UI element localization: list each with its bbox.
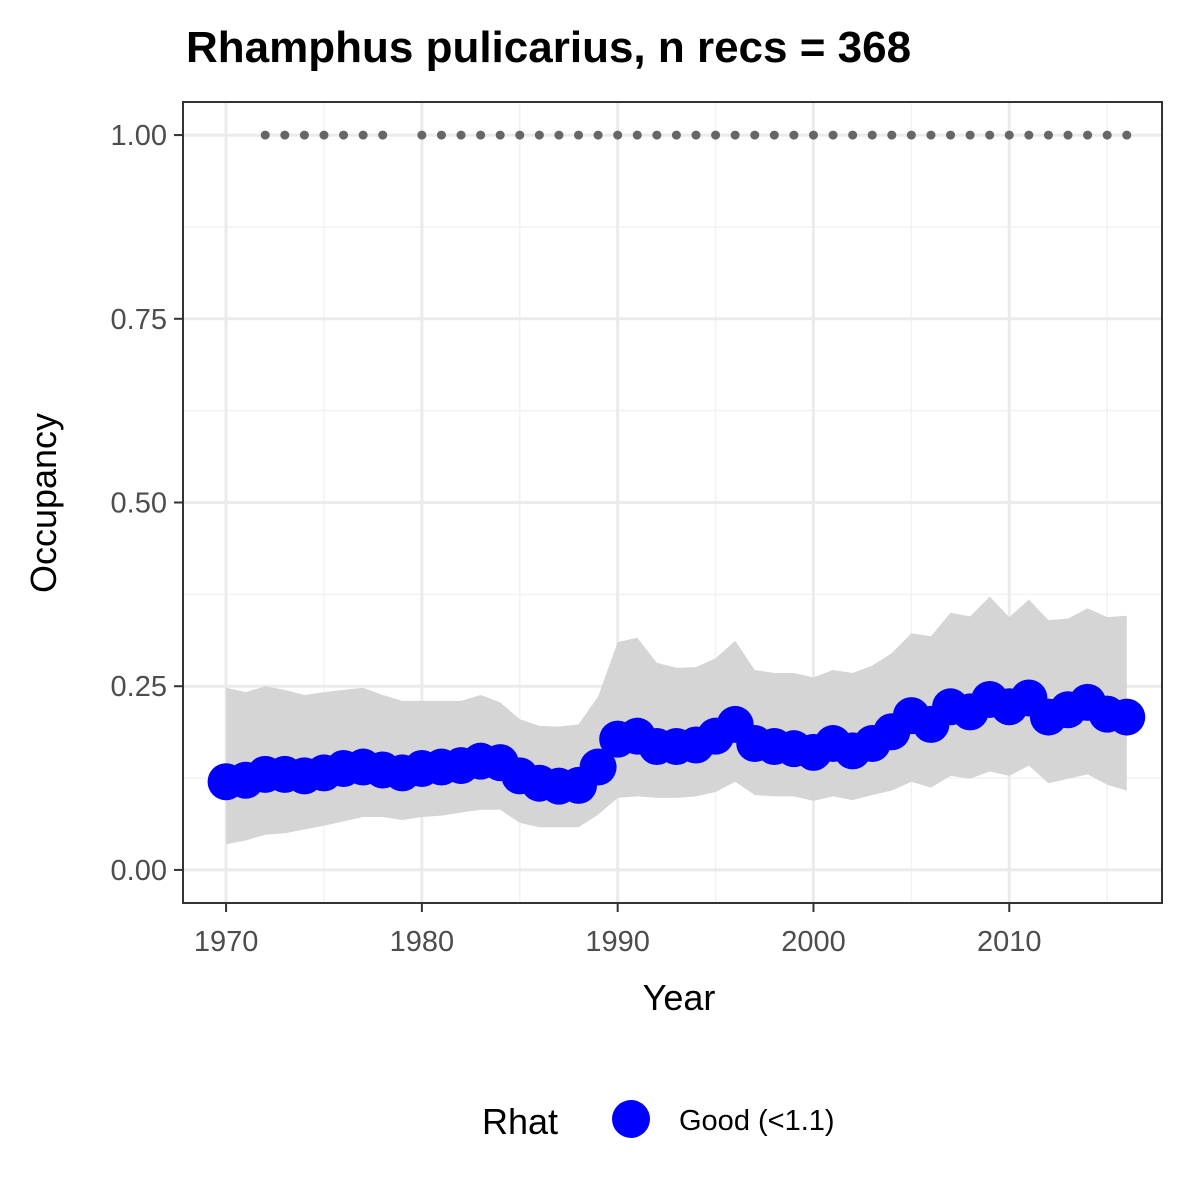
axes: 1970 1980 1990 2000 2010 0.00 0.25 0.50 0.75 1.00 — [111, 120, 1042, 958]
legend: Rhat Good (<1.1) — [482, 1100, 835, 1142]
credible-interval-ribbon-layer — [226, 596, 1127, 845]
record-point — [299, 130, 309, 140]
record-point — [574, 130, 584, 140]
record-point — [534, 130, 544, 140]
record-point — [828, 130, 838, 140]
record-point — [495, 130, 505, 140]
y-axis-title: Occupancy — [23, 413, 64, 593]
record-point — [848, 130, 858, 140]
legend-label-good: Good (<1.1) — [679, 1105, 835, 1137]
record-point — [926, 130, 936, 140]
record-point — [985, 130, 995, 140]
legend-title: Rhat — [482, 1101, 558, 1142]
record-point — [456, 130, 466, 140]
record-point — [319, 130, 329, 140]
record-point — [339, 130, 349, 140]
record-points-layer — [260, 130, 1132, 140]
record-point — [1004, 130, 1014, 140]
record-point — [436, 130, 446, 140]
record-point — [887, 130, 897, 140]
x-tick-label: 1970 — [194, 926, 259, 958]
record-point — [730, 130, 740, 140]
record-point — [652, 130, 662, 140]
record-point — [358, 130, 368, 140]
record-point — [769, 130, 779, 140]
y-tick-label: 0.25 — [111, 671, 167, 703]
record-point — [613, 130, 623, 140]
record-point — [1083, 130, 1093, 140]
record-point — [280, 130, 290, 140]
record-point — [554, 130, 564, 140]
record-point — [671, 130, 681, 140]
occupancy-points-layer — [207, 679, 1146, 805]
y-tick-label: 1.00 — [111, 120, 167, 152]
x-axis-title: Year — [643, 977, 716, 1018]
legend-key-good — [612, 1100, 650, 1138]
record-point — [1043, 130, 1053, 140]
x-tick-label: 2010 — [977, 926, 1042, 958]
x-tick-label: 2000 — [781, 926, 846, 958]
x-tick-label: 1980 — [390, 926, 455, 958]
record-point — [378, 130, 388, 140]
record-point — [417, 130, 427, 140]
record-point — [260, 130, 270, 140]
x-tick-label: 1990 — [585, 926, 650, 958]
record-point — [789, 130, 799, 140]
chart-title: Rhamphus pulicarius, n recs = 368 — [186, 23, 911, 72]
record-point — [946, 130, 956, 140]
occupancy-point — [1108, 698, 1146, 736]
record-point — [965, 130, 975, 140]
record-point — [867, 130, 877, 140]
record-point — [1102, 130, 1112, 140]
record-point — [1024, 130, 1034, 140]
y-tick-label: 0.50 — [111, 488, 167, 520]
credible-interval-ribbon — [226, 596, 1127, 845]
record-point — [750, 130, 760, 140]
record-point — [691, 130, 701, 140]
occupancy-point — [579, 748, 617, 786]
record-point — [515, 130, 525, 140]
record-point — [593, 130, 603, 140]
record-point — [476, 130, 486, 140]
record-point — [632, 130, 642, 140]
y-tick-label: 0.75 — [111, 304, 167, 336]
y-tick-label: 0.00 — [111, 855, 167, 887]
record-point — [711, 130, 721, 140]
record-point — [1063, 130, 1073, 140]
record-point — [808, 130, 818, 140]
record-point — [906, 130, 916, 140]
record-point — [1122, 130, 1132, 140]
